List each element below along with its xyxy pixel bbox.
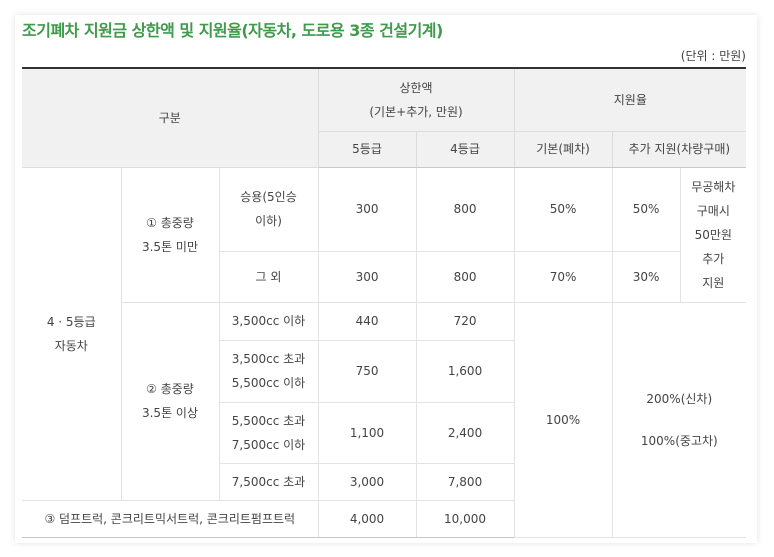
group-sub1: ① 총중량 3.5톤 미만 [120,166,220,303]
header-cap: 상한액 (기본+추가, 만원) [317,67,515,132]
cap-grade5: 3,000 [317,462,417,501]
rate-extra: 30% [611,250,681,303]
cap-grade5: 1,100 [317,401,417,464]
page-title: 조기폐차 지원금 상한액 및 지원율(자동차, 도로용 3종 건설기계) [22,21,443,40]
rate-extra-used: 100%(중고차) [640,433,718,448]
note-line: 구매시 [696,203,730,218]
cap-grade4: 800 [415,166,515,252]
header-cap-sub: (기본+추가, 만원) [369,104,463,119]
cap-grade5: 300 [317,166,417,252]
vehicle-type: 5,500cc 초과 7,500cc 이하 [219,401,319,464]
header-grade5: 5등급 [318,130,417,168]
vehicle-type-line2: 7,500cc 이하 [231,437,306,452]
cap-grade4: 10,000 [415,499,515,538]
header-rate: 지원율 [513,67,747,132]
vehicle-type-line2: 5,500cc 이하 [231,376,306,390]
table-row: 그 외 300 800 70% 30% [22,250,746,303]
cap-grade4: 7,800 [415,462,515,501]
rate-basic: 50% [513,166,613,252]
rate-extra: 50% [611,166,681,252]
cap-grade4: 1,600 [415,339,515,403]
vehicle-type-line2: 이하) [255,214,282,228]
cap-grade4: 800 [415,250,515,303]
group-sub2: ② 총중량 3.5톤 이상 [121,301,220,501]
note-line: 무공해차 [691,179,736,194]
zero-emission-note: 무공해차 구매시 50만원 추가 지원 [679,166,747,303]
note-line: 50만원 [694,227,732,242]
group-main-line1: 4 · 5등급 [46,314,96,329]
note-line: 지원 [702,275,725,290]
group-main: 4 · 5등급 자동차 [22,166,122,501]
header-category: 구분 [22,67,319,168]
rate-extra-large: 200%(신차) 100%(중고차) [611,301,747,538]
group-main-line2: 자동차 [54,338,88,353]
vehicle-type: 그 외 [219,250,319,303]
header-rate-basic: 기본(폐차) [513,130,613,168]
cap-grade4: 720 [415,301,515,341]
cap-grade5: 440 [317,301,417,341]
rate-basic-large: 100% [513,301,613,538]
table-row: 5,500cc 초과 7,500cc 이하 1,100 2,400 [22,401,746,464]
rate-extra-new: 200%(신차) [646,391,713,406]
header-grade4: 4등급 [415,130,515,168]
spacer [615,411,745,429]
note-line: 추가 [702,251,725,266]
vehicle-type: 승용(5인승 이하) [218,166,319,252]
cap-grade5: 300 [317,250,417,303]
table-row: 3,500cc 초과 5,500cc 이하 750 1,600 [22,339,746,403]
cap-grade5: 750 [317,339,417,403]
subsidy-table: 구분 상한액 (기본+추가, 만원) 지원율 5등급 4등급 기본(폐차) 추가… [22,67,747,538]
header-rate-extra: 추가 지원(차량구매) [611,130,747,168]
vehicle-type-line1: 승용(5인승 [240,190,297,204]
cap-grade4: 2,400 [415,401,515,464]
group-sub2-line2: 3.5톤 이상 [141,406,199,420]
rate-basic: 70% [513,250,613,303]
table-row: 4 · 5등급 자동차 ① 총중량 3.5톤 미만 승용(5인승 이하) 300… [22,166,747,501]
table-row: ② 총중량 3.5톤 이상 3,500cc 이하 440 720 100% 20… [22,301,747,538]
construction-vehicles: ③ 덤프트럭, 콘크리트믹서트럭, 콘크리트펌프트럭 [22,499,319,538]
cap-grade5: 4,000 [317,499,417,538]
header-cap-title: 상한액 [399,80,433,95]
vehicle-type-line1: 3,500cc 초과 [231,352,306,366]
vehicle-type-line1: 5,500cc 초과 [231,413,306,428]
table-row: 7,500cc 초과 3,000 7,800 [22,462,746,501]
group-sub2-line1: ② 총중량 [146,382,194,396]
unit-label: (단위 : 만원) [680,49,746,63]
vehicle-type: 3,500cc 초과 5,500cc 이하 [219,339,319,403]
table-row: ③ 덤프트럭, 콘크리트믹서트럭, 콘크리트펌프트럭 4,000 10,000 [22,499,746,538]
group-sub1-line2: 3.5톤 미만 [141,239,199,254]
vehicle-type: 7,500cc 초과 [219,462,319,501]
group-sub1-line1: ① 총중량 [146,215,194,230]
vehicle-type: 3,500cc 이하 [218,301,319,341]
